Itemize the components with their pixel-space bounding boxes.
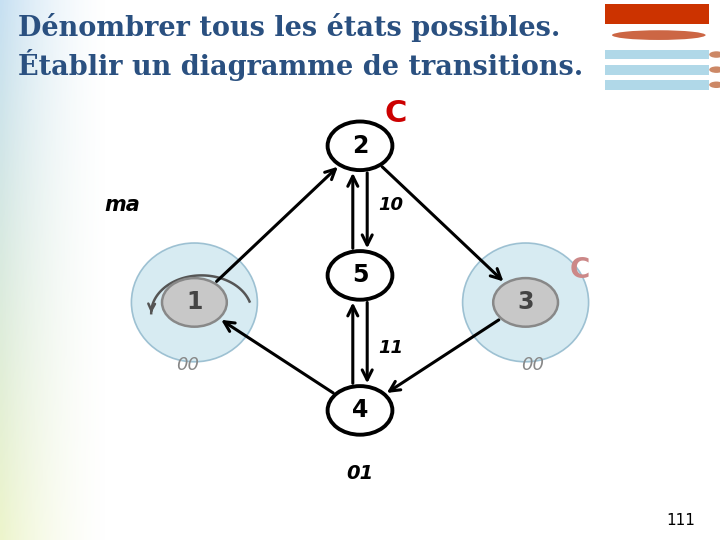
Text: Dénombrer tous les états possibles.: Dénombrer tous les états possibles. <box>18 14 560 43</box>
Circle shape <box>328 251 392 300</box>
Circle shape <box>328 122 392 170</box>
Ellipse shape <box>709 51 720 58</box>
Text: 1: 1 <box>186 291 202 314</box>
Text: C: C <box>384 99 408 128</box>
Bar <box>605 65 709 75</box>
Text: 10: 10 <box>378 196 403 214</box>
Text: 4: 4 <box>352 399 368 422</box>
Ellipse shape <box>612 30 706 40</box>
Circle shape <box>328 386 392 435</box>
Bar <box>605 4 709 24</box>
Circle shape <box>162 278 227 327</box>
Text: 2: 2 <box>352 134 368 158</box>
Text: 5: 5 <box>352 264 368 287</box>
Ellipse shape <box>463 243 589 362</box>
Text: ma: ma <box>104 195 140 215</box>
Ellipse shape <box>132 243 258 362</box>
Bar <box>605 50 709 59</box>
Text: Établir un diagramme de transitions.: Établir un diagramme de transitions. <box>18 49 583 80</box>
Circle shape <box>493 278 558 327</box>
Text: 3: 3 <box>518 291 534 314</box>
Text: 111: 111 <box>666 513 695 528</box>
Text: 01: 01 <box>346 464 374 483</box>
Text: C: C <box>570 256 590 284</box>
Text: 00: 00 <box>521 356 544 374</box>
Bar <box>605 80 709 90</box>
Text: 11: 11 <box>378 339 403 357</box>
Text: 00: 00 <box>176 356 199 374</box>
Ellipse shape <box>709 66 720 73</box>
Ellipse shape <box>709 82 720 88</box>
